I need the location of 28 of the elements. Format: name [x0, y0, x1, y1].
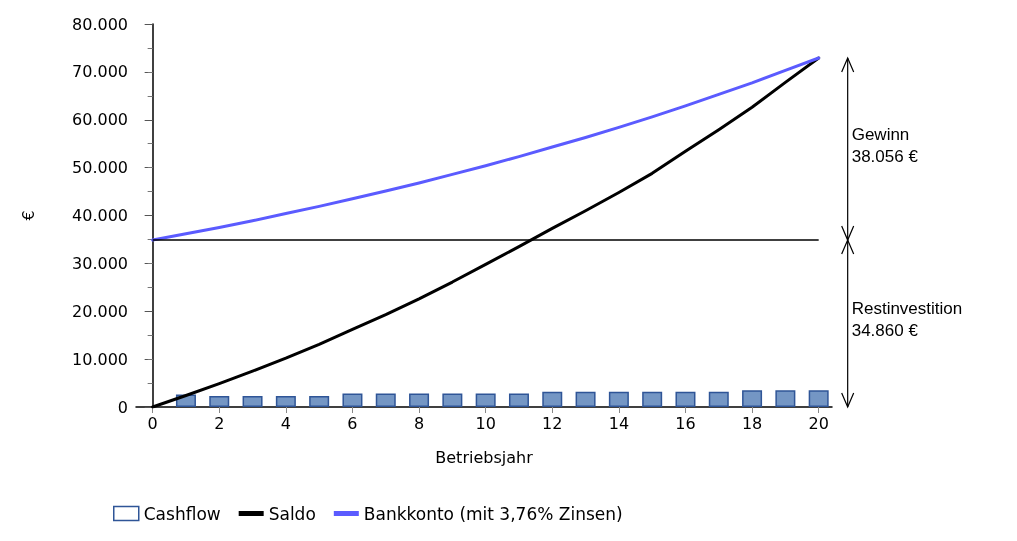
x-tick-label: 16	[675, 413, 696, 433]
y-tick-label: 50.000	[72, 158, 128, 178]
y-tick-label: 0	[117, 397, 128, 417]
line-series	[151, 56, 821, 242]
y-tick-label: 60.000	[72, 110, 128, 130]
y-tick-label: 40.000	[72, 206, 128, 225]
legend-label: Bankkonto (mit 3,76% Zinsen)	[363, 503, 623, 524]
y-tick-label: 10.000	[72, 349, 128, 369]
x-tick-label: 14	[608, 413, 630, 433]
x-tick-label: 12	[542, 413, 563, 433]
x-tick-label: 6	[347, 413, 358, 433]
y-tick-label: 70.000	[72, 62, 128, 82]
legend-label: Saldo	[268, 503, 316, 524]
y-tick-label: 20.000	[72, 301, 128, 321]
text: Restinvestition 34.860 €	[851, 299, 963, 341]
x-tick-label: 10	[475, 413, 496, 433]
y-axis-title: €	[18, 210, 38, 221]
x-tick-label: 0	[147, 413, 158, 433]
x-tick-label: 20	[808, 413, 829, 433]
y-tick-label: 80.000	[72, 14, 128, 34]
legend-label: Cashflow	[143, 503, 221, 524]
x-axis-title: Betriebsjahr	[435, 447, 534, 467]
x-tick-label: 4	[280, 413, 291, 433]
y-tick-label: 30.000	[72, 253, 128, 273]
x-tick-label: 18	[741, 413, 763, 433]
x-tick-label: 8	[413, 413, 425, 433]
x-tick-label: 2	[214, 413, 225, 433]
text: Gewinn 38.056 €	[851, 124, 919, 166]
